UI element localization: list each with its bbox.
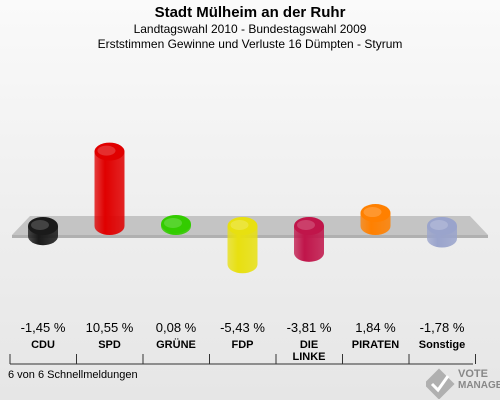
value-label: 10,55 %	[85, 320, 134, 335]
value-label: 0,08 %	[155, 320, 197, 335]
bar-spd	[94, 142, 125, 235]
party-label: FDP	[231, 339, 254, 351]
footer-status: 6 von 6 Schnellmeldungen	[8, 369, 138, 381]
chart-title: Stadt Mülheim an der Ruhr	[154, 4, 346, 21]
value-label: -1,45 %	[20, 320, 66, 335]
bar-piraten	[360, 204, 391, 235]
bar-die-linke	[294, 217, 324, 262]
bar-sonstige	[427, 217, 457, 248]
value-label: -1,78 %	[419, 320, 465, 335]
chart-subtitle-election: Landtagswahl 2010 - Bundestagswahl 2009	[133, 22, 367, 36]
party-label: SPD	[98, 339, 121, 351]
party-label: DIE LINKE	[292, 339, 326, 363]
party-label: PIRATEN	[351, 339, 400, 351]
chart-subtitle-district: Erststimmen Gewinne und Verluste 16 Dümp…	[97, 37, 403, 51]
party-label: Sonstige	[418, 339, 466, 351]
bar-fdp	[227, 217, 258, 274]
logo-text-manager: MANAGER	[458, 380, 500, 391]
bar-gr-ne	[161, 215, 191, 235]
party-label: CDU	[31, 339, 55, 351]
logo-text-vote: VOTE	[458, 368, 488, 380]
vote-manager-logo	[426, 368, 455, 399]
value-label: -5,43 %	[220, 320, 265, 335]
bar-cdu	[28, 217, 58, 246]
value-label: 1,84 %	[355, 320, 396, 335]
value-label: -3,81 %	[286, 320, 332, 335]
party-label: GRÜNE	[156, 339, 196, 351]
